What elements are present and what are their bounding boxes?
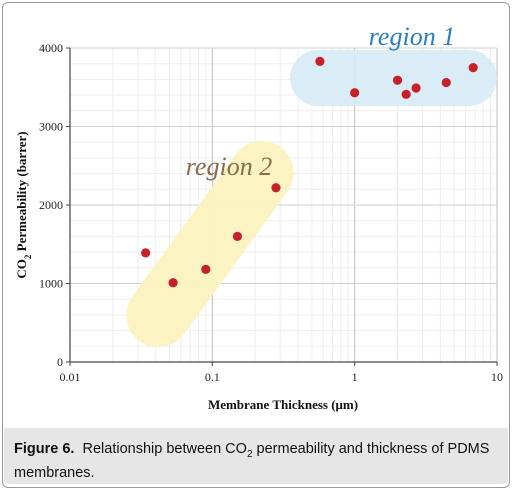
x-axis-label: Membrane Thickness (μm) — [208, 397, 358, 412]
x-tick-label: 0.01 — [60, 370, 81, 384]
y-tick-label: 4000 — [39, 41, 63, 55]
region-highlights: region 1 region 2 — [126, 22, 497, 348]
data-point — [401, 89, 411, 99]
figure-caption: Figure 6. Relationship between CO2 perme… — [14, 440, 504, 483]
region-1-label: region 1 — [369, 22, 455, 51]
caption-background — [4, 428, 508, 484]
data-point — [441, 77, 451, 88]
y-tick-label: 1000 — [39, 277, 63, 291]
caption-label: Figure 6. — [14, 441, 75, 457]
data-point — [392, 75, 403, 85]
tick-labels: 0.01 0.1 1 10 0 1000 2000 3000 4000 — [39, 41, 503, 384]
region-2-label: region 2 — [186, 152, 272, 181]
y-tick-label: 3000 — [39, 120, 63, 134]
data-point — [411, 83, 421, 93]
x-tick-label: 1 — [352, 370, 358, 384]
data-point — [141, 248, 151, 258]
scatter-chart: region 1 region 2 0.01 0.1 1 10 0 1000 2000 3000… — [14, 22, 503, 412]
data-point — [271, 183, 281, 193]
data-point — [168, 278, 178, 288]
x-tick-label: 0.1 — [205, 370, 220, 384]
data-point — [468, 63, 478, 73]
y-axis-label: CO2 Permeability (barrer) — [14, 131, 33, 278]
x-tick-label: 10 — [491, 370, 503, 384]
data-point — [201, 264, 211, 274]
y-tick-label: 2000 — [39, 198, 63, 212]
caption-text: Relationship between CO2 permeability an… — [14, 441, 490, 481]
region-2-highlight — [126, 140, 294, 348]
data-point — [350, 88, 360, 98]
data-point — [232, 231, 242, 241]
data-points — [141, 56, 478, 288]
data-point — [315, 56, 325, 66]
axes — [66, 47, 498, 366]
y-tick-label: 0 — [57, 355, 63, 369]
